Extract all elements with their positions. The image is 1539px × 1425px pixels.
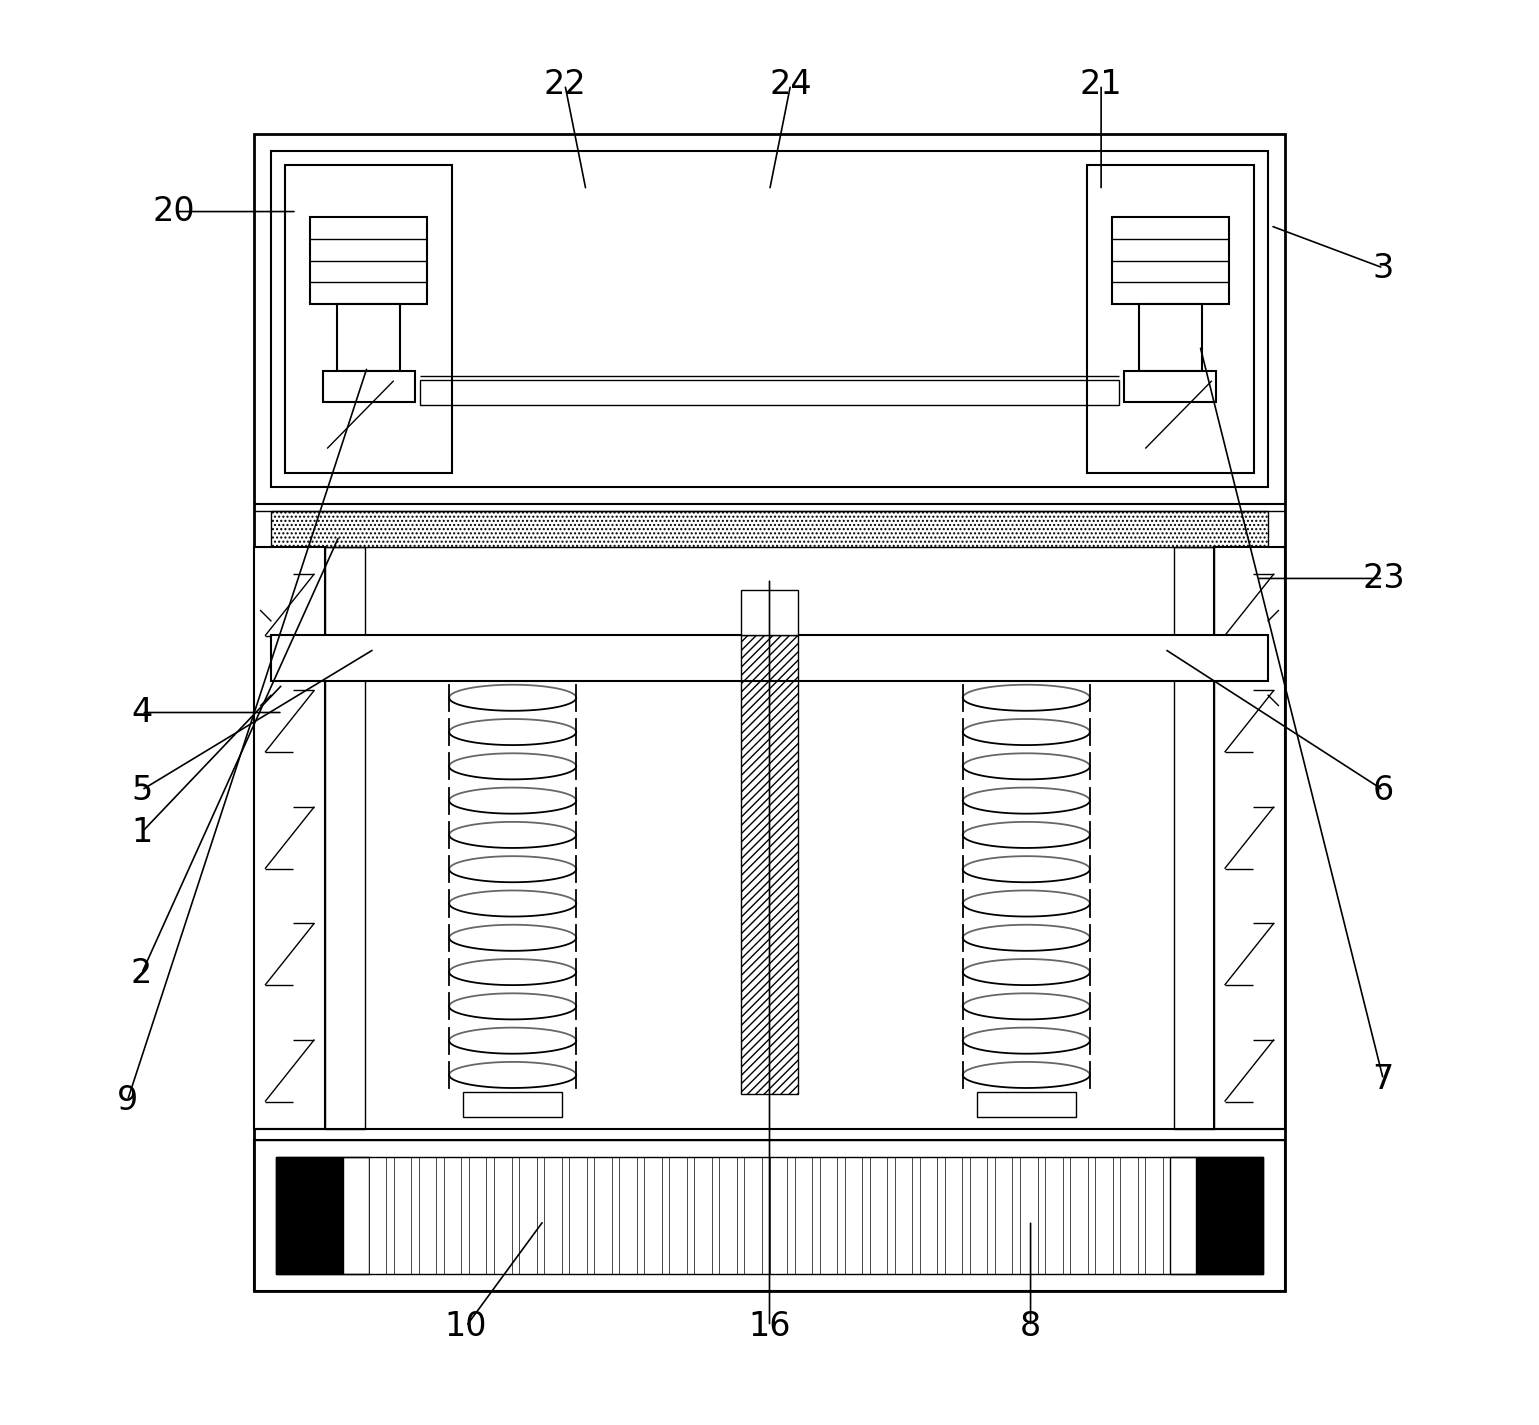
Bar: [286, 165, 452, 473]
Text: 16: 16: [748, 1310, 791, 1342]
Bar: [311, 218, 426, 304]
Bar: [770, 1157, 786, 1274]
Bar: [645, 1157, 662, 1274]
Text: 1: 1: [131, 817, 152, 849]
Bar: [271, 512, 1268, 547]
Text: 23: 23: [1362, 561, 1405, 596]
Text: 4: 4: [131, 695, 152, 730]
Text: 22: 22: [543, 68, 586, 101]
Bar: [977, 1092, 1076, 1117]
Bar: [519, 1157, 537, 1274]
Bar: [323, 372, 414, 402]
Bar: [463, 1092, 562, 1117]
Bar: [1087, 165, 1253, 473]
Text: 21: 21: [1080, 68, 1122, 101]
Bar: [420, 380, 1119, 406]
Bar: [742, 590, 797, 636]
Bar: [1113, 218, 1228, 304]
Bar: [742, 636, 797, 1093]
Bar: [669, 1157, 686, 1274]
Text: 9: 9: [117, 1084, 139, 1117]
Bar: [619, 1157, 637, 1274]
Bar: [569, 1157, 586, 1274]
Bar: [820, 1157, 837, 1274]
Bar: [1174, 547, 1214, 1129]
Bar: [325, 547, 365, 1129]
Bar: [945, 1157, 962, 1274]
Bar: [254, 547, 325, 1129]
Bar: [1214, 547, 1285, 1129]
Bar: [254, 134, 1285, 1291]
Bar: [275, 1157, 1264, 1274]
Bar: [1070, 1157, 1088, 1274]
Bar: [271, 151, 1268, 487]
Bar: [1196, 1157, 1264, 1274]
Text: 24: 24: [770, 68, 813, 101]
Bar: [1045, 1157, 1062, 1274]
Bar: [419, 1157, 437, 1274]
Bar: [694, 1157, 713, 1274]
Bar: [394, 1157, 411, 1274]
Text: 7: 7: [1373, 1063, 1394, 1096]
Bar: [745, 1157, 762, 1274]
Bar: [545, 1157, 562, 1274]
Text: 5: 5: [131, 774, 152, 807]
Bar: [1125, 372, 1216, 402]
Bar: [894, 1157, 913, 1274]
Bar: [794, 1157, 813, 1274]
Bar: [920, 1157, 937, 1274]
Bar: [1096, 1157, 1113, 1274]
Text: 2: 2: [131, 958, 152, 990]
Bar: [719, 1157, 737, 1274]
Bar: [343, 1157, 369, 1274]
Bar: [1120, 1157, 1137, 1274]
Text: 6: 6: [1373, 774, 1394, 807]
Bar: [1145, 1157, 1163, 1274]
Text: 20: 20: [152, 195, 195, 228]
Bar: [254, 1140, 1285, 1291]
Text: 8: 8: [1020, 1310, 1040, 1342]
Bar: [994, 1157, 1013, 1274]
Bar: [337, 304, 400, 372]
Text: 10: 10: [445, 1310, 488, 1342]
Bar: [369, 1157, 386, 1274]
Bar: [1020, 1157, 1037, 1274]
Bar: [469, 1157, 486, 1274]
Bar: [275, 1157, 343, 1274]
Bar: [494, 1157, 511, 1274]
Bar: [1139, 304, 1202, 372]
Bar: [443, 1157, 462, 1274]
Bar: [1170, 1157, 1196, 1274]
Bar: [970, 1157, 988, 1274]
Bar: [845, 1157, 862, 1274]
Bar: [271, 636, 1268, 681]
Bar: [870, 1157, 886, 1274]
Bar: [594, 1157, 611, 1274]
Text: 3: 3: [1373, 251, 1394, 285]
